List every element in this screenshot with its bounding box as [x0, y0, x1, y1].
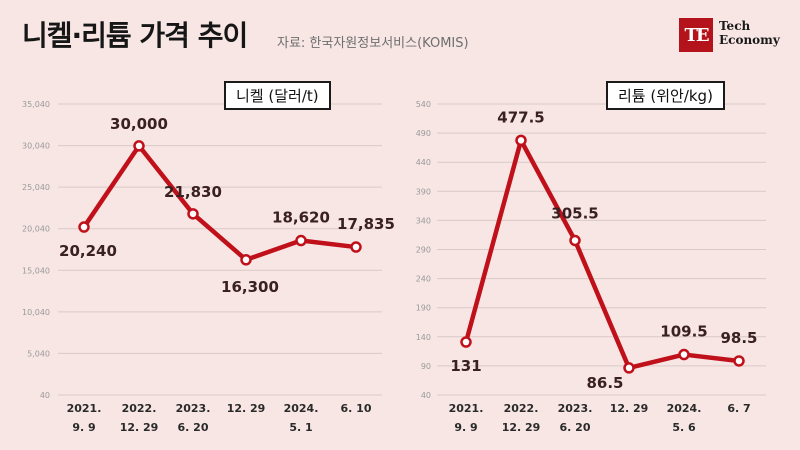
nickel-data-label: 30,000	[110, 115, 168, 133]
lithium-ytick-label: 390	[416, 187, 431, 196]
nickel-ytick-label: 5,040	[27, 349, 50, 358]
nickel-xtick-label: 6. 10	[341, 402, 372, 415]
logo-mark-icon: TE	[679, 18, 713, 52]
nickel-ytick-label: 30,040	[22, 142, 50, 151]
nickel-ytick-label: 40	[40, 391, 50, 400]
lithium-ytick-label: 40	[421, 391, 431, 400]
lithium-ytick-label: 240	[416, 275, 431, 284]
nickel-data-point	[350, 241, 362, 253]
lithium-xtick-label: 2021. 9. 9	[449, 402, 484, 434]
nickel-data-label: 20,240	[59, 242, 117, 260]
nickel-xtick-label: 12. 29	[227, 402, 266, 415]
nickel-data-point	[240, 254, 252, 266]
lithium-data-point	[515, 134, 527, 147]
lithium-data-label: 86.5	[586, 374, 623, 392]
nickel-ytick-label: 15,040	[22, 266, 50, 275]
nickel-data-label: 17,835	[337, 215, 395, 233]
lithium-data-point	[733, 355, 745, 367]
lithium-data-label: 131	[450, 357, 481, 375]
lithium-ytick-label: 140	[416, 333, 431, 342]
nickel-ytick-label: 10,040	[22, 308, 50, 317]
nickel-ytick-label: 35,040	[22, 100, 50, 109]
lithium-data-label: 305.5	[551, 204, 598, 222]
lithium-xtick-label: 6. 7	[727, 402, 750, 415]
lithium-xtick-label: 2023. 6. 20	[558, 402, 593, 434]
nickel-data-label: 18,620	[272, 209, 330, 227]
lithium-ytick-label: 440	[416, 158, 431, 167]
nickel-legend: 니켈 (달러/t)	[224, 81, 331, 110]
lithium-legend: 리튬 (위안/kg)	[606, 81, 725, 110]
lithium-data-label: 109.5	[660, 323, 707, 341]
lithium-ytick-label: 90	[421, 362, 431, 371]
lithium-data-point	[569, 234, 581, 247]
nickel-data-point	[187, 208, 199, 220]
logo-wordmark: Tech Economy	[719, 19, 780, 47]
nickel-xtick-label: 2022. 12. 29	[120, 402, 159, 434]
lithium-series-line	[463, 138, 742, 371]
nickel-data-label: 21,830	[164, 183, 222, 201]
nickel-data-point	[78, 221, 90, 233]
nickel-ytick-label: 25,040	[22, 183, 50, 192]
lithium-data-label: 477.5	[497, 108, 544, 126]
nickel-xtick-label: 2021. 9. 9	[67, 402, 102, 434]
lithium-ytick-label: 290	[416, 246, 431, 255]
logo-line-1: Tech	[719, 19, 751, 33]
lithium-ytick-label: 540	[416, 100, 431, 109]
lithium-data-label: 98.5	[720, 329, 757, 347]
tech-economy-logo: TE Tech Economy	[679, 18, 789, 54]
nickel-series-line	[81, 143, 359, 263]
nickel-data-point	[133, 140, 145, 152]
lithium-xtick-label: 2022. 12. 29	[502, 402, 541, 434]
lithium-xtick-label: 12. 29	[610, 402, 649, 415]
lithium-ytick-label: 490	[416, 129, 431, 138]
source-note: 자료: 한국자원정보서비스(KOMIS)	[277, 36, 469, 51]
nickel-data-label: 16,300	[221, 278, 279, 296]
lithium-data-point	[460, 336, 472, 348]
lithium-data-point	[678, 348, 690, 361]
nickel-data-point	[295, 234, 307, 247]
nickel-xtick-label: 2024. 5. 1	[284, 402, 319, 434]
lithium-data-point	[623, 362, 635, 374]
lithium-ytick-label: 340	[416, 216, 431, 225]
lithium-ytick-label: 190	[416, 304, 431, 313]
logo-line-2: Economy	[719, 33, 780, 47]
nickel-ytick-label: 20,040	[22, 225, 50, 234]
page-title: 니켈·리튬 가격 추이	[22, 19, 248, 52]
nickel-xtick-label: 2023. 6. 20	[176, 402, 211, 434]
lithium-xtick-label: 2024. 5. 6	[667, 402, 702, 434]
